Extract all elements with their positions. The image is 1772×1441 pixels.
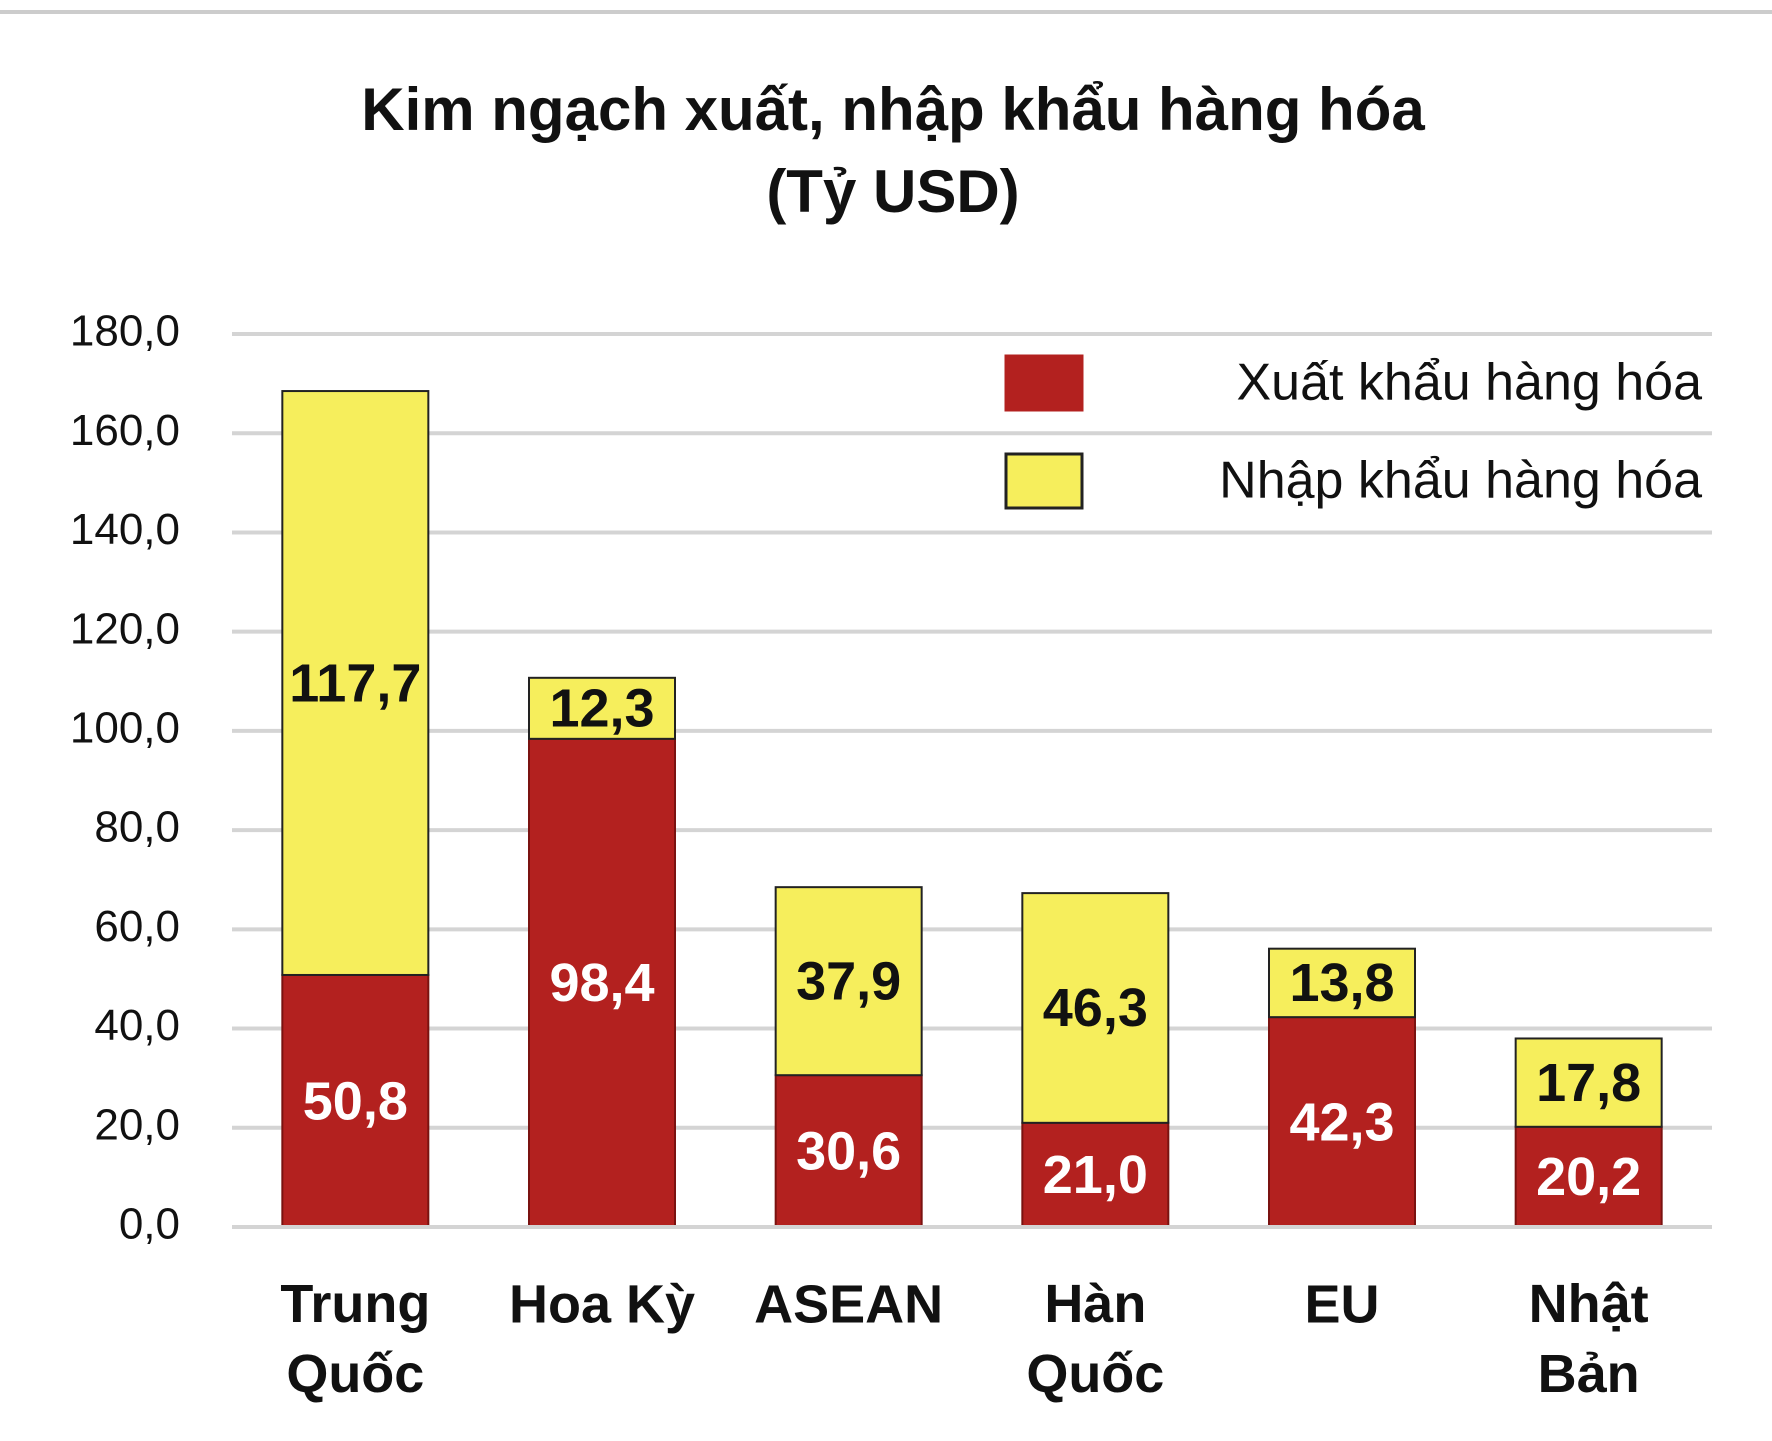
y-tick-label: 60,0	[94, 902, 180, 951]
bar-segment	[528, 737, 676, 1228]
bar-segment	[774, 1074, 923, 1228]
bar-segment	[281, 390, 430, 976]
bar-segment	[1268, 947, 1416, 1019]
chart-title: Kim ngạch xuất, nhập khẩu hàng hóa	[361, 76, 1425, 143]
legend-swatch	[1004, 354, 1084, 412]
value-label: 21,0	[1043, 1145, 1148, 1205]
y-tick-label: 160,0	[70, 406, 180, 455]
x-tick-label: Nhật Bản	[1529, 1274, 1649, 1404]
legend-label: Xuất khẩu hàng hóa	[1236, 354, 1702, 412]
x-tick-label: ASEAN	[754, 1274, 943, 1334]
bar-segment	[1514, 1125, 1663, 1228]
legend-label: Nhập khẩu hàng hóa	[1219, 452, 1702, 510]
value-label: 30,6	[796, 1121, 901, 1181]
y-tick-label: 120,0	[70, 604, 180, 653]
value-label: 46,3	[1043, 978, 1148, 1038]
value-label: 13,8	[1289, 953, 1394, 1013]
y-tick-label: 40,0	[94, 1001, 180, 1050]
y-tick-label: 100,0	[70, 704, 180, 753]
x-tick-label: EU	[1304, 1274, 1379, 1334]
value-label: 37,9	[796, 951, 901, 1011]
x-tick-label: Hàn Quốc	[1026, 1274, 1164, 1404]
y-tick-label: 140,0	[70, 505, 180, 554]
y-tick-label: 20,0	[94, 1100, 180, 1149]
bar-segment	[1514, 1037, 1663, 1128]
y-tick-label: 80,0	[94, 803, 180, 852]
value-label: 17,8	[1536, 1053, 1641, 1113]
value-label: 20,2	[1536, 1147, 1641, 1207]
bar-segment	[281, 973, 430, 1229]
legend-swatch	[1004, 452, 1084, 510]
value-label: 117,7	[289, 653, 421, 713]
value-label: 12,3	[549, 679, 654, 739]
bar-segment	[774, 886, 923, 1077]
value-label: 98,4	[549, 953, 654, 1013]
x-tick-label: Hoa Kỳ	[509, 1274, 695, 1334]
value-label: 50,8	[303, 1071, 408, 1131]
y-tick-label: 180,0	[70, 307, 180, 356]
value-label: 42,3	[1289, 1092, 1394, 1152]
bar-segment	[1268, 1016, 1416, 1229]
x-tick-label: Trung Quốc	[280, 1274, 430, 1404]
y-tick-label: 0,0	[119, 1200, 180, 1249]
bar-segment	[1021, 892, 1170, 1124]
chart-subtitle: (Tỷ USD)	[766, 158, 1019, 225]
bar-segment	[528, 676, 676, 740]
